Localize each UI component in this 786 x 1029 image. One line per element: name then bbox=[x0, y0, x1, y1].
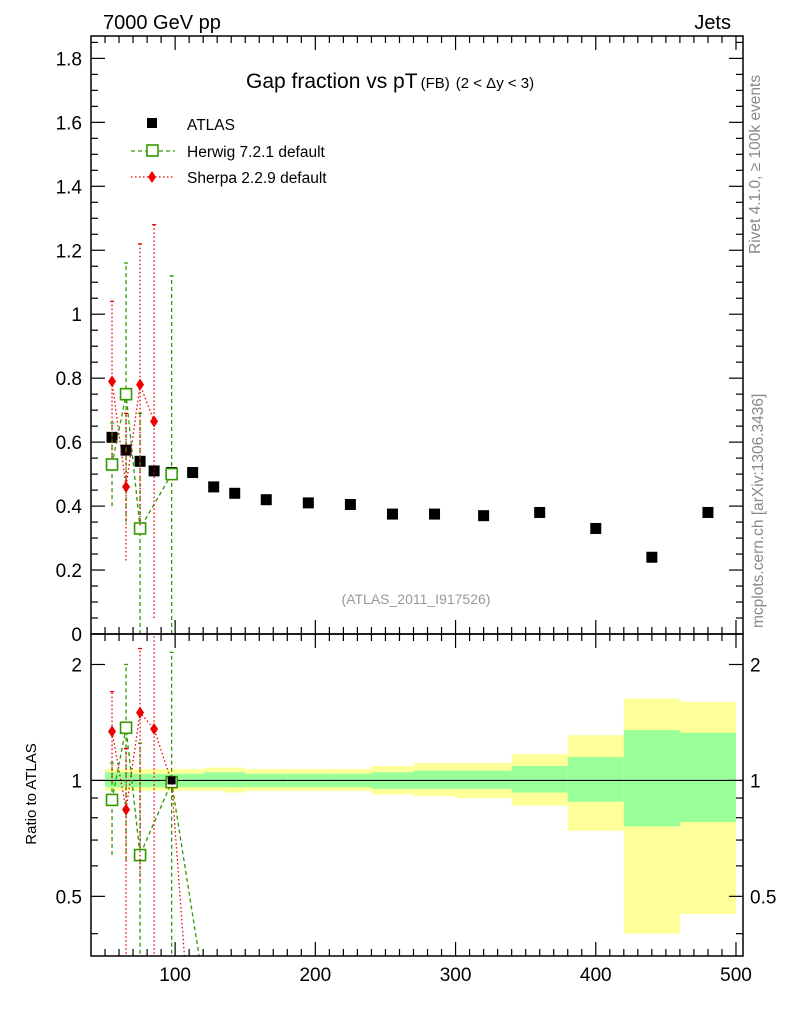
ratio-plot-frame bbox=[90, 633, 744, 957]
analysis-watermark: (ATLAS_2011_I917526) bbox=[342, 591, 491, 607]
sherpa-ratio-line bbox=[111, 711, 186, 956]
main-y-tick-label: 0.4 bbox=[56, 497, 83, 518]
atlas-point bbox=[302, 497, 314, 509]
sherpa-point bbox=[122, 480, 131, 493]
sherpa-ratio-point bbox=[108, 725, 117, 738]
main-y-tick-label: 0.2 bbox=[56, 561, 82, 582]
atlas-point bbox=[646, 551, 658, 563]
atlas-point bbox=[344, 498, 356, 510]
ratio-y-tick-label: 1 bbox=[71, 771, 82, 792]
sherpa-ratio-point bbox=[136, 706, 145, 719]
herwig-ratio-point bbox=[119, 721, 133, 735]
sherpa-point bbox=[136, 378, 145, 391]
ratio-band-inner bbox=[567, 757, 624, 802]
main-y-tick-label: 0.6 bbox=[56, 433, 82, 454]
atlas-point bbox=[534, 506, 546, 518]
atlas-point bbox=[429, 508, 441, 520]
legend-label-sherpa: Sherpa 2.2.9 default bbox=[187, 170, 327, 187]
legend-marker-herwig bbox=[146, 144, 159, 157]
main-y-tick-label: 1.6 bbox=[56, 113, 82, 134]
sherpa-ratio-point bbox=[150, 722, 159, 735]
ratio-band-inner bbox=[679, 732, 736, 822]
sherpa-point bbox=[108, 375, 117, 388]
atlas-point bbox=[702, 506, 714, 518]
atlas-point bbox=[478, 510, 490, 522]
atlas-point bbox=[187, 467, 199, 479]
main-y-tick-label: 1 bbox=[71, 305, 82, 326]
legend: ATLAS Herwig 7.2.1 default Sherpa 2.2.9 … bbox=[131, 117, 327, 187]
ratio-y-tick-label: 0.5 bbox=[56, 887, 82, 908]
herwig-point bbox=[105, 458, 119, 471]
ratio-band-inner bbox=[203, 772, 225, 788]
header-collision-label: 7000 GeV pp bbox=[103, 12, 221, 34]
atlas-point bbox=[229, 487, 241, 499]
rivet-version-label: Rivet 4.1.0, ≥ 100k events bbox=[747, 75, 764, 254]
sherpa-line bbox=[111, 381, 155, 487]
atlas-point bbox=[148, 465, 160, 477]
x-tick-label: 500 bbox=[720, 965, 752, 986]
ratio-y-tick-label-right: 2 bbox=[750, 655, 761, 676]
ratio-plot-series bbox=[105, 634, 200, 956]
ratio-y-tick-label-right: 0.5 bbox=[750, 887, 776, 908]
ratio-band-inner bbox=[511, 766, 568, 793]
legend-marker-atlas bbox=[147, 118, 157, 128]
ratio-y-tick-label: 2 bbox=[71, 655, 82, 676]
herwig-ratio-point bbox=[105, 793, 119, 807]
sherpa-point bbox=[150, 415, 159, 428]
herwig-point bbox=[133, 522, 147, 535]
x-tick-label: 200 bbox=[299, 965, 331, 986]
sherpa-ratio-point bbox=[122, 803, 131, 816]
atlas-point bbox=[260, 494, 272, 506]
x-tick-label: 300 bbox=[440, 965, 472, 986]
legend-marker-sherpa bbox=[148, 171, 156, 183]
header-process-label: Jets bbox=[694, 12, 731, 34]
axis-ticks bbox=[91, 36, 743, 956]
mcplots-reference-label: mcplots.cern.ch [arXiv:1306.3436] bbox=[750, 394, 767, 628]
chart-title: Gap fraction vs pT (FB) (2 < Δy < 3) bbox=[246, 70, 534, 93]
legend-label-herwig: Herwig 7.2.1 default bbox=[187, 144, 326, 161]
herwig-point bbox=[165, 467, 178, 481]
main-y-tick-label: 1.4 bbox=[56, 177, 83, 198]
herwig-point bbox=[119, 387, 133, 401]
main-y-tick-label: 0.8 bbox=[56, 369, 82, 390]
main-y-tick-label: 0 bbox=[71, 625, 82, 646]
ratio-band-inner bbox=[224, 772, 246, 788]
main-y-tick-label: 1.8 bbox=[56, 49, 82, 70]
atlas-point bbox=[590, 522, 602, 534]
atlas-point bbox=[208, 481, 220, 493]
ratio-ylabel: Ratio to ATLAS bbox=[23, 743, 40, 844]
legend-label-atlas: ATLAS bbox=[187, 117, 235, 134]
main-plot-series bbox=[105, 224, 714, 634]
atlas-point bbox=[134, 455, 146, 467]
main-y-tick-label: 1.2 bbox=[56, 241, 82, 262]
atlas-ratio-point bbox=[167, 776, 176, 785]
x-tick-label: 400 bbox=[580, 965, 612, 986]
ratio-uncertainty-bands bbox=[105, 698, 736, 934]
ratio-y-tick-label-right: 1 bbox=[750, 771, 761, 792]
ratio-band-inner bbox=[623, 730, 680, 827]
x-tick-label: 100 bbox=[159, 965, 191, 986]
atlas-point bbox=[386, 508, 398, 520]
axis-tick-labels: 100 200 300 400 500 0 0.2 0.4 0.6 0.8 1 1.2 1.4 1.6 1.… bbox=[56, 49, 777, 986]
